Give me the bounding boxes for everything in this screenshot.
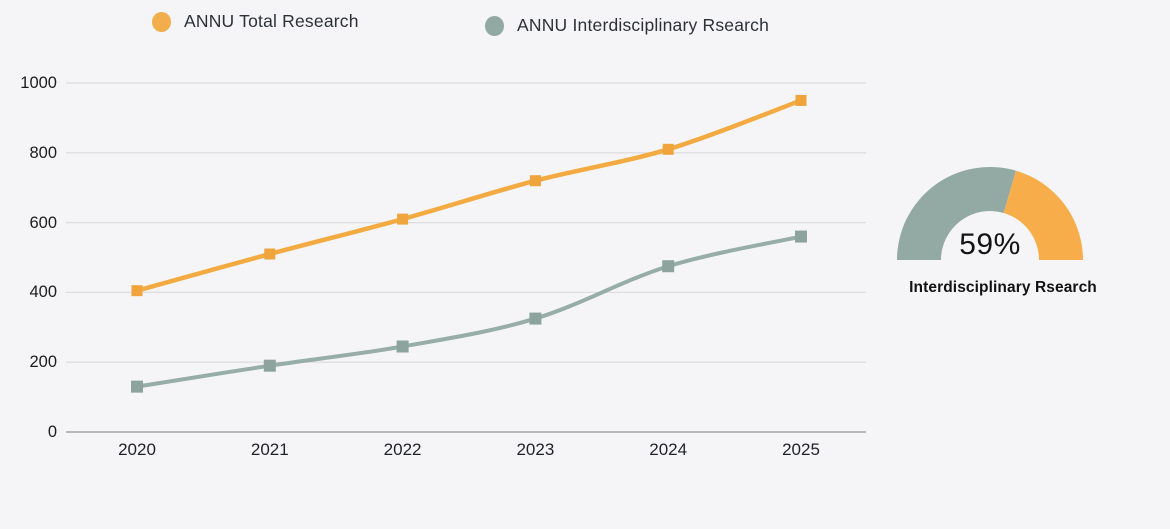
data-point-marker[interactable] (662, 143, 674, 155)
y-tick-label: 800 (29, 143, 57, 162)
gauge-donut (897, 167, 1083, 260)
data-point-marker[interactable] (529, 175, 541, 187)
data-point-marker[interactable] (131, 285, 143, 297)
x-tick-label: 2022 (383, 440, 422, 459)
y-tick-label: 600 (29, 213, 57, 232)
gauge-remainder-arc (1003, 170, 1083, 260)
data-point-marker[interactable] (396, 340, 409, 353)
data-point-marker[interactable] (397, 213, 409, 225)
legend-dot-icon (485, 15, 504, 36)
legend-item-interdisciplinary-research[interactable]: ANNU Interdisciplinary Rsearch (485, 15, 769, 36)
gauge-filled-arc (897, 167, 1016, 260)
legend-item-label: ANNU Total Research (184, 11, 359, 31)
y-tick-label: 200 (29, 353, 57, 372)
x-tick-label: 2025 (782, 440, 820, 459)
gauge-value: 59% (959, 228, 1021, 261)
series-line-1 (135, 234, 803, 389)
data-point-marker[interactable] (263, 359, 276, 372)
data-point-marker[interactable] (264, 248, 276, 260)
x-tick-label: 2021 (250, 440, 289, 459)
y-tick-label: 0 (47, 423, 57, 441)
data-point-marker[interactable] (795, 94, 807, 106)
x-tick-label: 2024 (649, 440, 688, 459)
legend-item-total-research[interactable]: ANNU Total Research (152, 11, 359, 32)
data-point-marker[interactable] (529, 312, 542, 325)
x-tick-label: 2023 (516, 440, 555, 459)
y-tick-label: 400 (29, 283, 57, 302)
legend-dot-icon (152, 11, 171, 32)
series-line-0 (134, 98, 804, 293)
legend-item-label: ANNU Interdisciplinary Rsearch (517, 15, 770, 35)
gauge-label: Interdisciplinary Rsearch (909, 279, 1097, 296)
data-point-marker[interactable] (662, 260, 675, 273)
y-tick-label: 1000 (20, 74, 57, 92)
x-tick-label: 2020 (118, 440, 156, 459)
data-point-marker[interactable] (795, 230, 807, 243)
data-point-marker[interactable] (131, 380, 143, 393)
